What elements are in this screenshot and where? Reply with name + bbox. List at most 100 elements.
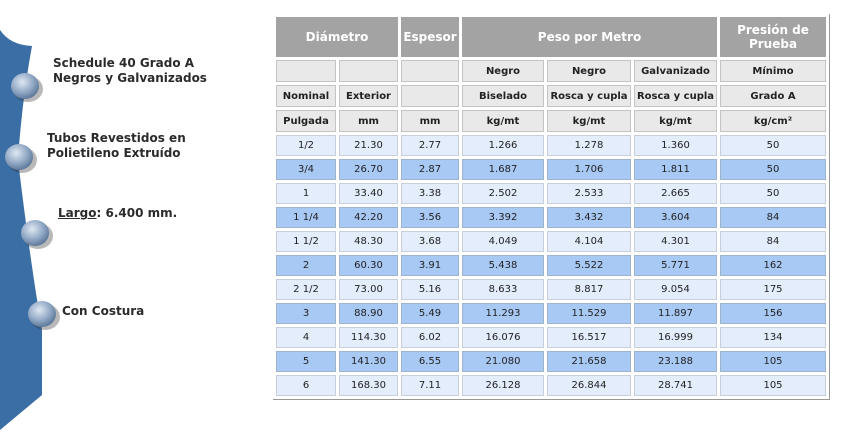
units-cell: kg/cm²: [720, 110, 826, 132]
table-cell: 5.438: [462, 255, 544, 276]
table-cell: 2.533: [547, 183, 631, 204]
sub2-cell: [401, 85, 459, 107]
table-cell: 1.706: [547, 159, 631, 180]
feature-line: Negros y Galvanizados: [53, 71, 207, 85]
table-cell: 134: [720, 327, 826, 348]
table-cell: 8.817: [547, 279, 631, 300]
table-cell: 42.20: [339, 207, 398, 228]
table-cell: 4.301: [634, 231, 717, 252]
sub1-cell: [339, 60, 398, 82]
table-cell: 9.054: [634, 279, 717, 300]
bullet-ball-icon: [5, 144, 37, 173]
feature-revestidos: Tubos Revestidos en Polietileno Extruído: [47, 131, 186, 161]
table-cell: 50: [720, 159, 826, 180]
table-cell: 8.633: [462, 279, 544, 300]
table-cell: 175: [720, 279, 826, 300]
table-cell: 5.771: [634, 255, 717, 276]
sub1-cell: [276, 60, 336, 82]
header-peso: Peso por Metro: [462, 17, 717, 57]
table-row: 6 168.30 7.11 26.128 26.844 28.741 105: [276, 375, 826, 396]
table-cell: 50: [720, 183, 826, 204]
table-cell: 33.40: [339, 183, 398, 204]
table-cell: 11.897: [634, 303, 717, 324]
sub2-cell: Exterior: [339, 85, 398, 107]
table-cell: 50: [720, 135, 826, 156]
table-cell: 4: [276, 327, 336, 348]
feature-largo: Largo: 6.400 mm.: [58, 206, 177, 221]
sub2-cell: Rosca y cupla: [634, 85, 717, 107]
units-cell: mm: [339, 110, 398, 132]
table-cell: 1 1/4: [276, 207, 336, 228]
table-cell: 2.77: [401, 135, 459, 156]
table-cell: 26.128: [462, 375, 544, 396]
table-cell: 5.49: [401, 303, 459, 324]
table-cell: 6.02: [401, 327, 459, 348]
bullet-ball-icon: [28, 301, 60, 330]
largo-value: : 6.400 mm.: [96, 206, 178, 220]
table-cell: 2.665: [634, 183, 717, 204]
table-row: 1 1/4 42.20 3.56 3.392 3.432 3.604 84: [276, 207, 826, 228]
table-cell: 3.68: [401, 231, 459, 252]
table-cell: 1 1/2: [276, 231, 336, 252]
table-cell: 48.30: [339, 231, 398, 252]
feature-line: Schedule 40 Grado A: [53, 56, 195, 70]
table-cell: 2: [276, 255, 336, 276]
table-row: 2 60.30 3.91 5.438 5.522 5.771 162: [276, 255, 826, 276]
header-presion-line: Presión de: [737, 23, 809, 37]
table-cell: 84: [720, 231, 826, 252]
table-cell: 16.999: [634, 327, 717, 348]
table-cell: 3.432: [547, 207, 631, 228]
table-row: 5 141.30 6.55 21.080 21.658 23.188 105: [276, 351, 826, 372]
sub2-cell: Nominal: [276, 85, 336, 107]
table-cell: 11.293: [462, 303, 544, 324]
header-presion: Presión de Prueba: [720, 17, 826, 57]
units-cell: kg/mt: [462, 110, 544, 132]
table-cell: 3/4: [276, 159, 336, 180]
table-cell: 3.392: [462, 207, 544, 228]
units-row: Pulgada mm mm kg/mt kg/mt kg/mt kg/cm²: [276, 110, 826, 132]
units-cell: Pulgada: [276, 110, 336, 132]
table-cell: 156: [720, 303, 826, 324]
bullet-ball-icon: [21, 220, 53, 249]
table-cell: 141.30: [339, 351, 398, 372]
table-cell: 5.522: [547, 255, 631, 276]
table-cell: 7.11: [401, 375, 459, 396]
table-cell: 3.56: [401, 207, 459, 228]
table-cell: 3.604: [634, 207, 717, 228]
table-cell: 73.00: [339, 279, 398, 300]
table-cell: 1.687: [462, 159, 544, 180]
table-cell: 162: [720, 255, 826, 276]
table-cell: 26.844: [547, 375, 631, 396]
pipe-spec-table: Diámetro Espesor Peso por Metro Presión …: [273, 14, 830, 400]
table-cell: 1.266: [462, 135, 544, 156]
table-cell: 5.16: [401, 279, 459, 300]
table-cell: 3.91: [401, 255, 459, 276]
table-cell: 28.741: [634, 375, 717, 396]
table-cell: 21.080: [462, 351, 544, 372]
table-cell: 1.811: [634, 159, 717, 180]
table-cell: 88.90: [339, 303, 398, 324]
table-row: 3 88.90 5.49 11.293 11.529 11.897 156: [276, 303, 826, 324]
table-row: 1/2 21.30 2.77 1.266 1.278 1.360 50: [276, 135, 826, 156]
table-cell: 2 1/2: [276, 279, 336, 300]
table-cell: 21.30: [339, 135, 398, 156]
sub1-cell: Mínimo: [720, 60, 826, 82]
sub2-cell: Rosca y cupla: [547, 85, 631, 107]
table-row: 4 114.30 6.02 16.076 16.517 16.999 134: [276, 327, 826, 348]
table-cell: 16.076: [462, 327, 544, 348]
table-cell: 6: [276, 375, 336, 396]
feature-line: Con Costura: [62, 304, 145, 318]
table-cell: 3: [276, 303, 336, 324]
table-cell: 1: [276, 183, 336, 204]
table-cell: 2.87: [401, 159, 459, 180]
table-cell: 1.360: [634, 135, 717, 156]
subheader-row: Negro Negro Galvanizado Mínimo: [276, 60, 826, 82]
header-espesor: Espesor: [401, 17, 459, 57]
largo-label: Largo: [58, 206, 97, 220]
header-row: Diámetro Espesor Peso por Metro Presión …: [276, 17, 826, 57]
table-cell: 114.30: [339, 327, 398, 348]
units-cell: mm: [401, 110, 459, 132]
table-cell: 4.049: [462, 231, 544, 252]
sub1-cell: Negro: [462, 60, 544, 82]
feature-line: Polietileno Extruído: [47, 146, 181, 160]
